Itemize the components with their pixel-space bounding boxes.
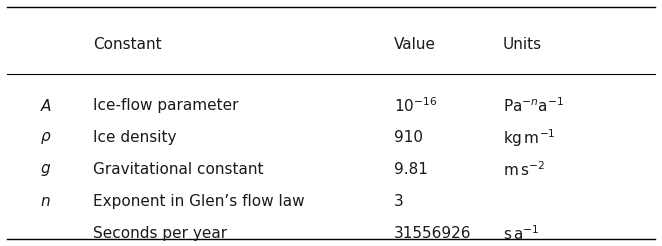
Text: $\mathrm{Pa}^{-n}\mathrm{a}^{-1}$: $\mathrm{Pa}^{-n}\mathrm{a}^{-1}$ [503,96,564,115]
Text: Units: Units [503,37,542,52]
Text: $A$: $A$ [40,98,52,114]
Text: 31556926: 31556926 [394,226,471,241]
Text: $\mathrm{kg\,m}^{-1}$: $\mathrm{kg\,m}^{-1}$ [503,127,556,149]
Text: Exponent in Glen’s flow law: Exponent in Glen’s flow law [93,194,305,209]
Text: 910: 910 [394,130,423,145]
Text: Gravitational constant: Gravitational constant [93,162,263,177]
Text: Ice-flow parameter: Ice-flow parameter [93,98,238,113]
Text: $10^{-16}$: $10^{-16}$ [394,96,438,115]
Text: Ice density: Ice density [93,130,176,145]
Text: $n$: $n$ [40,194,50,209]
Text: Constant: Constant [93,37,162,52]
Text: 9.81: 9.81 [394,162,428,177]
Text: 3: 3 [394,194,404,209]
Text: $\mathrm{s\,a}^{-1}$: $\mathrm{s\,a}^{-1}$ [503,224,540,243]
Text: $g$: $g$ [40,162,51,178]
Text: Value: Value [394,37,436,52]
Text: $\mathrm{m\,s}^{-2}$: $\mathrm{m\,s}^{-2}$ [503,160,545,179]
Text: Seconds per year: Seconds per year [93,226,227,241]
Text: $\rho$: $\rho$ [40,130,51,146]
